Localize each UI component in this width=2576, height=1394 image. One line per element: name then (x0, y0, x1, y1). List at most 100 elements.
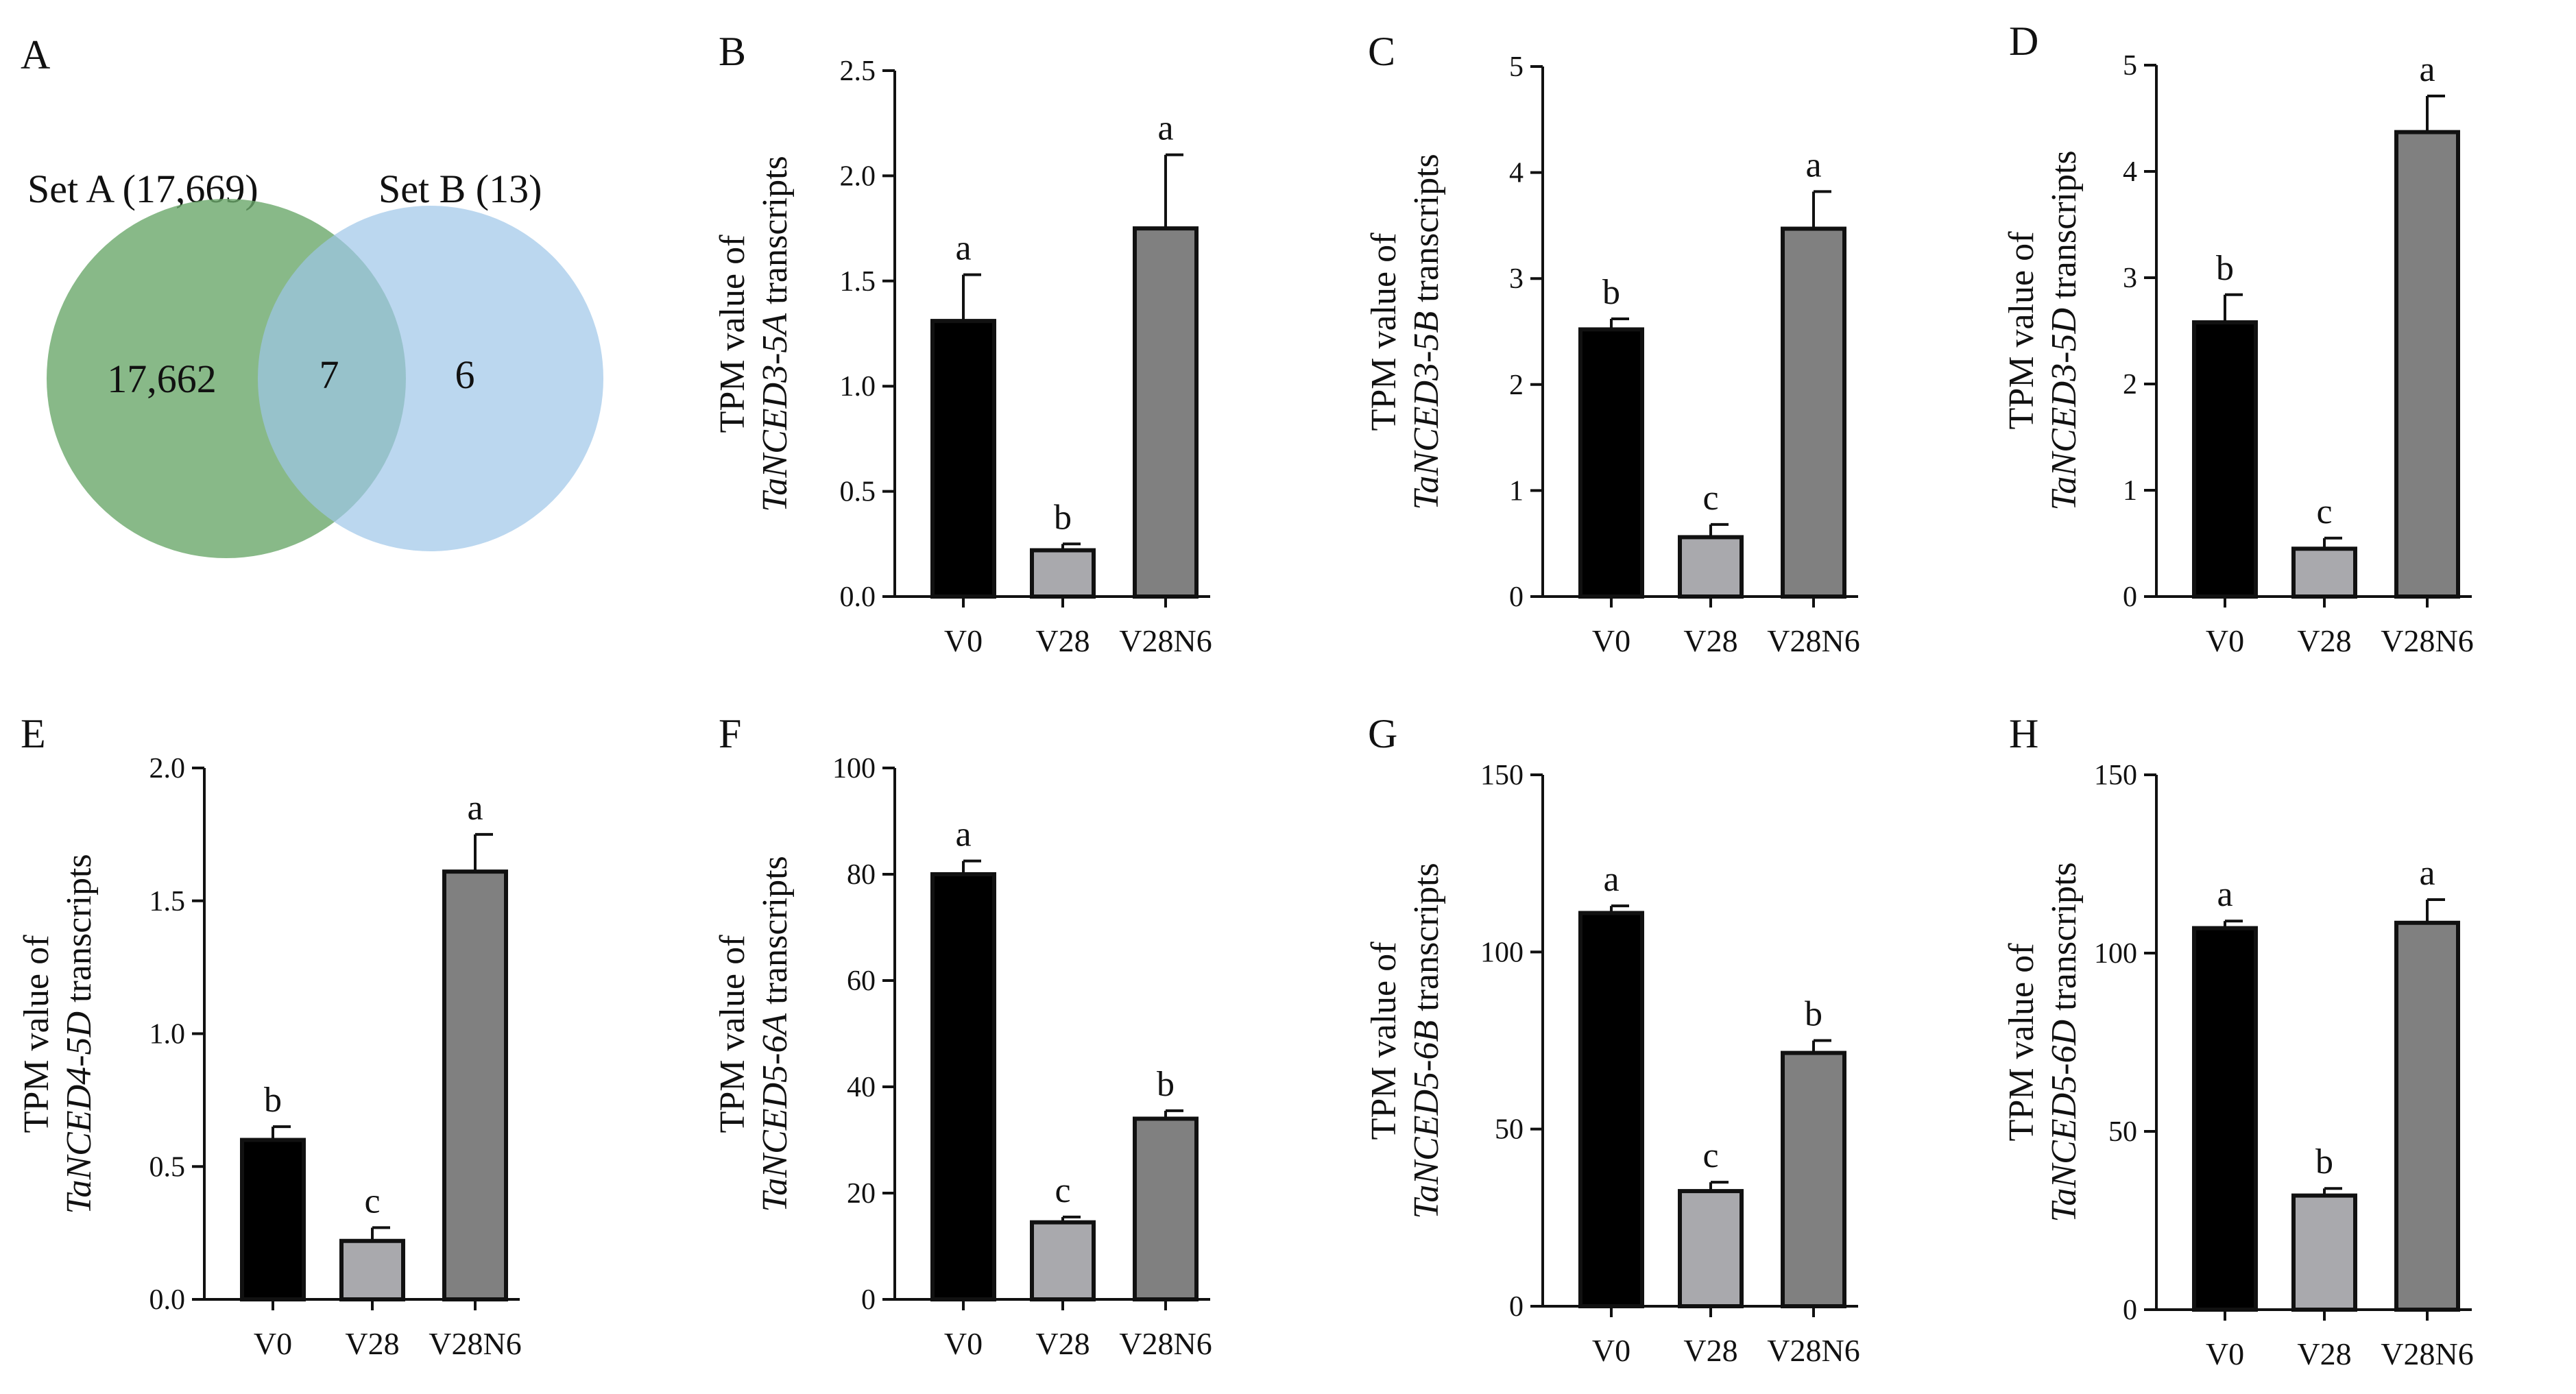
y-label-line-1: TPM value of (713, 935, 752, 1133)
y-tick-label: 0.0 (840, 581, 876, 613)
bar-v28n6 (1133, 226, 1199, 599)
significance-letter: a (2419, 854, 2435, 893)
y-tick-label: 1.0 (149, 1019, 186, 1050)
y-tick-label: 2.0 (149, 753, 186, 784)
bar-v0 (1578, 327, 1644, 599)
y-tick-label: 100 (832, 753, 876, 784)
y-tick-label: 0 (1509, 1291, 1524, 1323)
bar-v0 (930, 872, 996, 1301)
y-label-line-2: TaNCED3-5A transcripts (756, 156, 795, 512)
x-tick-label: V0 (2206, 1336, 2244, 1371)
bar-v28 (2291, 546, 2357, 599)
panel-letter-f: F (719, 711, 741, 756)
panel-letter-b: B (719, 29, 746, 74)
y-label-line-1: TPM value of (1364, 941, 1404, 1140)
y-label-line-2: TaNCED3-5D transcripts (2045, 150, 2084, 510)
significance-letter: c (2316, 492, 2332, 531)
y-tick-label: 5 (2123, 50, 2137, 82)
y-tick-label: 1 (2123, 475, 2137, 507)
chart-panel-g: G TPM value ofTaNCED5-6B transcripts 0 50 10… (1364, 711, 1860, 1368)
y-label-line-2: TaNCED5-6D transcripts (2045, 862, 2084, 1222)
y-tick-label: 50 (1495, 1114, 1524, 1146)
venn-panel: A Set A (17,669) Set B (13) 17,662 7 6 (21, 32, 603, 558)
y-tick-label: 0.0 (149, 1284, 186, 1316)
y-tick-label: 1.5 (840, 266, 876, 298)
significance-letter: c (1055, 1171, 1070, 1210)
significance-letter: c (364, 1181, 380, 1221)
bar-v28 (1030, 1220, 1096, 1301)
significance-letter: a (2217, 875, 2232, 914)
y-tick-label: 0.5 (840, 477, 876, 508)
y-axis-label: TPM value ofTaNCED3-5B transcripts (1364, 154, 1446, 510)
set-b-label: Set B (13) (378, 167, 542, 211)
significance-letter: b (2216, 249, 2234, 288)
bar-v28n6 (2394, 920, 2460, 1312)
x-tick-label: V28N6 (1119, 623, 1212, 658)
y-label-line-1: TPM value of (713, 235, 752, 433)
y-label-line-1: TPM value of (2002, 943, 2041, 1142)
y-tick-label: 150 (2094, 760, 2137, 791)
only-a-count: 17,662 (107, 357, 217, 401)
gene-name: TaNCED5-6B (1407, 1020, 1446, 1219)
set-b-circle (258, 206, 603, 551)
chart-panel-h: H TPM value ofTaNCED5-6D transcripts 0 50 10… (2002, 711, 2474, 1371)
x-tick-label: V28 (2297, 1336, 2351, 1371)
panel-letter-g: G (1368, 711, 1397, 756)
x-tick-label: V28N6 (1767, 1333, 1859, 1368)
significance-letter: a (955, 815, 971, 854)
x-tick-label: V28 (2297, 623, 2351, 658)
y-tick-label: 1 (1509, 475, 1524, 507)
x-tick-label: V0 (944, 1326, 983, 1361)
y-tick-label: 3 (2123, 263, 2137, 294)
gene-name: TaNCED3-5D (2045, 308, 2084, 511)
y-label-suffix: transcripts (1407, 154, 1446, 311)
y-tick-label: 0 (861, 1284, 876, 1316)
gene-name: TaNCED5-6A (756, 1013, 795, 1212)
y-label-suffix: transcripts (1407, 863, 1446, 1020)
y-axis-label: TPM value ofTaNCED5-6A transcripts (713, 856, 795, 1212)
y-label-line-2: TaNCED4-5D transcripts (60, 854, 99, 1214)
panel-letter-a: A (21, 32, 50, 77)
x-tick-label: V28 (1035, 1326, 1090, 1361)
bar-v28n6 (1781, 226, 1846, 599)
significance-letter: a (955, 229, 971, 268)
y-label-suffix: transcripts (60, 854, 99, 1011)
significance-letter: b (264, 1081, 282, 1120)
y-label-suffix: transcripts (2045, 862, 2084, 1020)
x-tick-label: V28N6 (2381, 1336, 2473, 1371)
y-label-line-1: TPM value of (1364, 232, 1404, 431)
y-tick-label: 3 (1509, 263, 1524, 295)
y-tick-label: 0 (2123, 581, 2137, 613)
x-tick-label: V28N6 (2381, 623, 2473, 658)
gene-name: TaNCED3-5A (756, 313, 795, 512)
y-label-line-2: TaNCED5-6A transcripts (756, 856, 795, 1212)
panel-letter-e: E (21, 711, 46, 756)
bar-v28n6 (442, 869, 508, 1301)
y-axis-label: TPM value ofTaNCED3-5A transcripts (713, 156, 795, 512)
bar-v28n6 (1133, 1116, 1199, 1301)
significance-letter: b (1054, 498, 1072, 537)
y-tick-label: 100 (1480, 937, 1524, 968)
bar-v28 (1678, 535, 1744, 599)
y-label-line-2: TaNCED5-6B transcripts (1407, 863, 1446, 1219)
y-tick-label: 60 (847, 965, 876, 997)
significance-letter: a (1805, 145, 1821, 184)
significance-letter: a (2419, 50, 2435, 89)
y-tick-label: 0.5 (149, 1151, 186, 1183)
y-tick-label: 50 (2108, 1116, 2137, 1148)
y-tick-label: 5 (1509, 51, 1524, 83)
significance-letter: c (1702, 1136, 1718, 1175)
y-label-suffix: transcripts (756, 856, 795, 1013)
significance-letter: a (1603, 860, 1619, 899)
bar-v0 (1578, 911, 1644, 1308)
x-tick-label: V28 (345, 1326, 399, 1361)
only-b-count: 6 (455, 352, 475, 397)
y-tick-label: 1.5 (149, 886, 186, 917)
x-tick-label: V28N6 (429, 1326, 521, 1361)
y-label-line-2: TaNCED3-5B transcripts (1407, 154, 1446, 510)
y-axis-label: TPM value ofTaNCED4-5D transcripts (17, 854, 99, 1214)
bar-v28 (2291, 1193, 2357, 1312)
gene-name: TaNCED3-5B (1407, 311, 1446, 510)
y-tick-label: 4 (1509, 158, 1524, 189)
